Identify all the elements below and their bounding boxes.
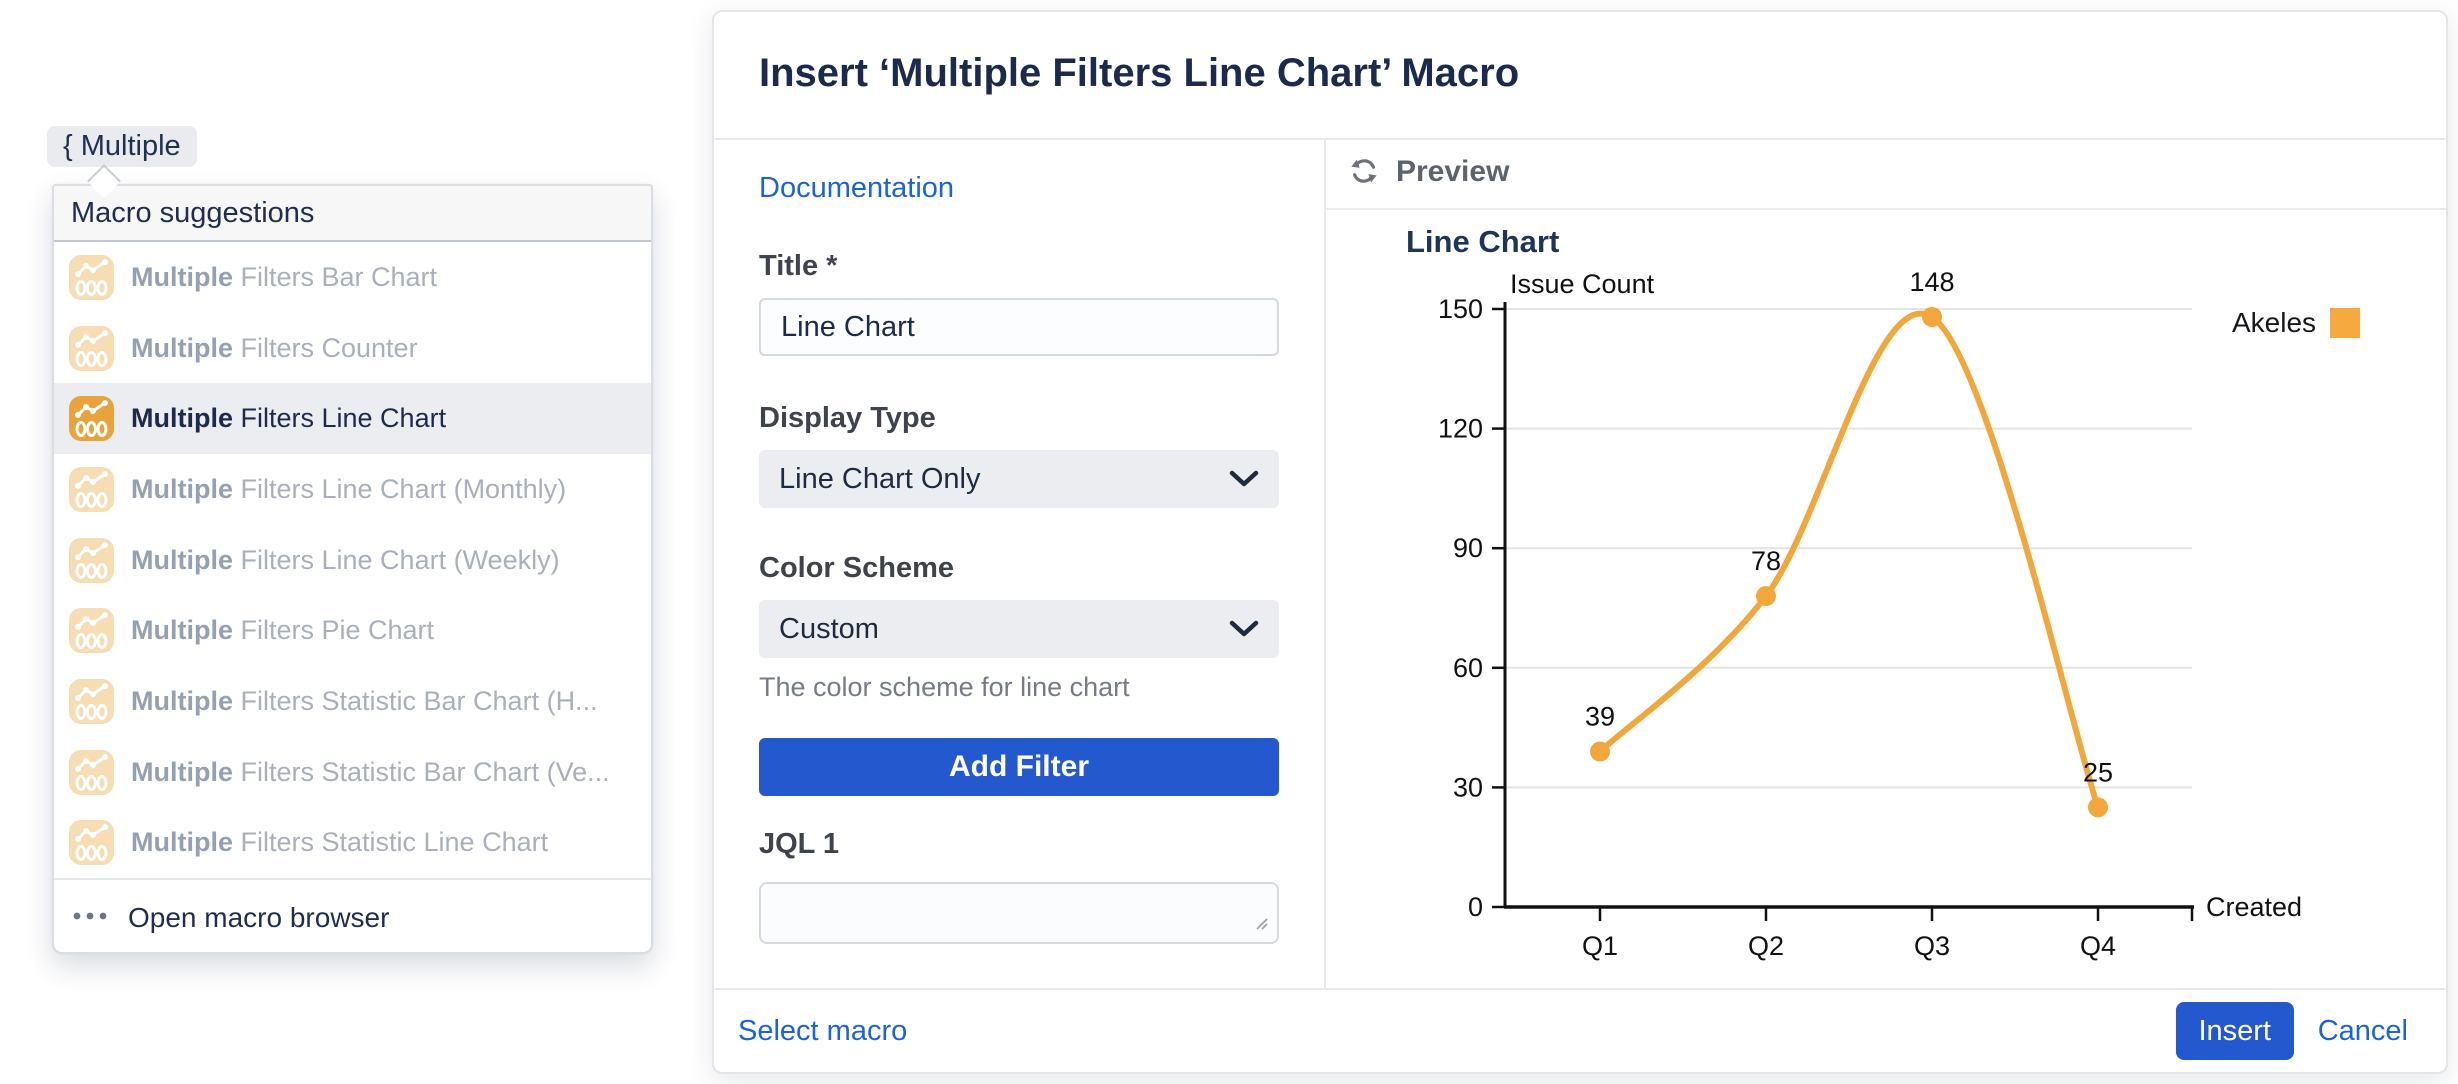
chevron-down-icon xyxy=(1229,463,1259,496)
svg-text:30: 30 xyxy=(1453,772,1483,802)
display-type-label: Display Type xyxy=(759,402,936,434)
chart-macro-icon xyxy=(69,820,114,866)
cancel-button[interactable]: Cancel xyxy=(2317,1014,2408,1047)
add-filter-button[interactable]: Add Filter xyxy=(759,738,1279,796)
macro-suggestion-item[interactable]: Multiple Filters Line Chart (Monthly) xyxy=(54,454,651,525)
macro-suggestion-label: Multiple Filters Bar Chart xyxy=(131,261,438,292)
preview-header-divider xyxy=(1324,208,2446,210)
color-scheme-help-text: The color scheme for line chart xyxy=(759,672,1130,702)
macro-token-chip[interactable]: { Multiple xyxy=(47,126,197,167)
svg-text:25: 25 xyxy=(2083,757,2113,787)
macro-suggestions-dropdown: Macro suggestions Multiple Filters Bar C… xyxy=(52,184,653,954)
macro-suggestion-label: Multiple Filters Counter xyxy=(131,332,418,363)
dialog-footer: Select macro Insert Cancel xyxy=(714,988,2446,1072)
macro-suggestion-label: Multiple Filters Statistic Bar Chart (H.… xyxy=(131,685,598,716)
open-macro-browser-label: Open macro browser xyxy=(128,902,390,934)
color-scheme-label: Color Scheme xyxy=(759,552,954,584)
macro-suggestions-list: Multiple Filters Bar Chart Multiple Filt… xyxy=(54,242,651,878)
macro-suggestion-item[interactable]: Multiple Filters Bar Chart xyxy=(54,242,651,313)
ellipsis-icon xyxy=(71,909,111,928)
legend-color-swatch xyxy=(2330,308,2361,338)
chart-title: Line Chart xyxy=(1406,224,1560,259)
dialog-header-divider xyxy=(714,138,2446,140)
macro-suggestion-label: Multiple Filters Statistic Bar Chart (Ve… xyxy=(131,756,610,787)
svg-text:78: 78 xyxy=(1751,546,1781,576)
svg-text:Q1: Q1 xyxy=(1582,931,1618,961)
svg-text:150: 150 xyxy=(1438,294,1483,324)
chart-macro-icon xyxy=(69,749,114,795)
chart-macro-icon xyxy=(69,466,114,512)
color-scheme-select[interactable]: Custom xyxy=(759,600,1279,658)
insert-button[interactable]: Insert xyxy=(2175,1002,2294,1060)
svg-text:Q4: Q4 xyxy=(2080,931,2116,961)
chart-macro-icon xyxy=(69,396,114,442)
macro-suggestion-label: Multiple Filters Line Chart (Monthly) xyxy=(131,473,567,504)
svg-text:Issue Count: Issue Count xyxy=(1510,269,1655,299)
macro-suggestion-item[interactable]: Multiple Filters Line Chart (Weekly) xyxy=(54,525,651,596)
display-type-select[interactable]: Line Chart Only xyxy=(759,450,1279,508)
refresh-icon[interactable] xyxy=(1348,157,1380,192)
macro-suggestion-item[interactable]: Multiple Filters Statistic Bar Chart (Ve… xyxy=(54,737,651,808)
macro-suggestion-label: Multiple Filters Statistic Line Chart xyxy=(131,827,549,858)
macro-suggestion-item[interactable]: Multiple Filters Pie Chart xyxy=(54,595,651,666)
svg-text:0: 0 xyxy=(1468,892,1483,922)
documentation-link[interactable]: Documentation xyxy=(759,172,955,204)
title-input[interactable] xyxy=(759,298,1279,356)
macro-suggestion-item[interactable]: Multiple Filters Line Chart xyxy=(54,383,651,455)
resize-handle-icon[interactable] xyxy=(1254,916,1269,936)
preview-header-label: Preview xyxy=(1396,155,1510,188)
svg-text:Created: Created xyxy=(2206,892,2302,922)
chart-macro-icon xyxy=(69,608,114,654)
svg-text:Q3: Q3 xyxy=(1914,931,1950,961)
chart-macro-icon xyxy=(69,254,114,300)
dialog-title: Insert ‘Multiple Filters Line Chart’ Mac… xyxy=(759,51,1520,95)
svg-text:39: 39 xyxy=(1585,702,1615,732)
svg-text:60: 60 xyxy=(1453,653,1483,683)
insert-macro-dialog: Insert ‘Multiple Filters Line Chart’ Mac… xyxy=(712,10,2448,1074)
preview-vertical-divider xyxy=(1324,140,1326,988)
svg-text:90: 90 xyxy=(1453,533,1483,563)
macro-suggestion-item[interactable]: Multiple Filters Statistic Line Chart xyxy=(54,808,651,879)
macro-suggestion-label: Multiple Filters Pie Chart xyxy=(131,615,435,646)
title-field-label: Title * xyxy=(759,250,838,282)
svg-text:120: 120 xyxy=(1438,414,1483,444)
svg-text:Q2: Q2 xyxy=(1748,931,1784,961)
jql-label: JQL 1 xyxy=(759,828,840,860)
display-type-value: Line Chart Only xyxy=(779,462,981,495)
macro-suggestions-header: Macro suggestions xyxy=(54,186,651,242)
svg-text:148: 148 xyxy=(1909,267,1954,297)
macro-suggestion-item[interactable]: Multiple Filters Statistic Bar Chart (H.… xyxy=(54,666,651,737)
open-macro-browser[interactable]: Open macro browser xyxy=(54,878,651,956)
legend-series-name: Akeles xyxy=(2232,307,2317,338)
chevron-down-icon xyxy=(1229,613,1259,646)
macro-suggestion-item[interactable]: Multiple Filters Counter xyxy=(54,313,651,384)
jql-textarea[interactable] xyxy=(759,882,1279,944)
chart-macro-icon xyxy=(69,325,114,371)
color-scheme-value: Custom xyxy=(779,612,879,645)
macro-suggestion-label: Multiple Filters Line Chart xyxy=(131,403,447,434)
chart-macro-icon xyxy=(69,537,114,583)
chart-legend: Akeles xyxy=(2232,307,2361,339)
select-macro-link[interactable]: Select macro xyxy=(738,1014,908,1047)
chart-macro-icon xyxy=(69,678,114,724)
macro-suggestion-label: Multiple Filters Line Chart (Weekly) xyxy=(131,544,560,575)
